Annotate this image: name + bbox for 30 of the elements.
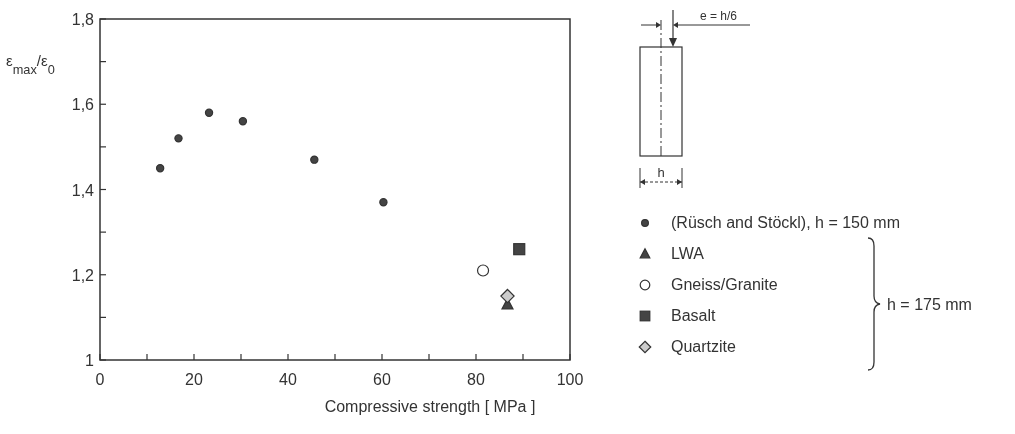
legend-label: Basalt — [671, 307, 717, 324]
text: h = 175 mm — [887, 296, 972, 313]
point — [238, 117, 248, 126]
x-tick-label: 100 — [556, 371, 584, 388]
x-axis-title: Compressive strength [ MPa ] — [324, 398, 536, 415]
x-tick-label: 80 — [467, 371, 485, 388]
y-axis-title: ε$_{max}$/ε$_{0}$ — [6, 52, 55, 77]
x-tick-label: 0 — [95, 371, 105, 388]
x-tick-label: 20 — [185, 371, 203, 388]
x-tick-label: 40 — [279, 371, 297, 388]
point — [174, 134, 183, 143]
point — [310, 155, 319, 164]
point — [204, 108, 214, 117]
point — [155, 163, 165, 173]
legend-label: Gneiss/Granite — [671, 276, 778, 293]
x-tick-label: 60 — [373, 371, 391, 388]
y-tick-label: 1,6 — [71, 96, 95, 114]
y-tick-label: 1,4 — [71, 181, 95, 199]
text: h — [657, 165, 665, 180]
y-tick-label: 1,2 — [71, 266, 95, 284]
point — [476, 264, 490, 277]
y-tick-label: 1 — [85, 352, 95, 369]
text: e = h/6 — [700, 9, 738, 23]
y-tick-label: 1,8 — [71, 11, 95, 28]
legend-label: Quartzite — [671, 338, 737, 355]
legend-label: LWA — [671, 245, 705, 262]
point — [379, 198, 388, 207]
point — [513, 243, 526, 256]
point — [500, 288, 515, 304]
legend-label: (Rüsch and Stöckl), h = 150 mm — [671, 214, 900, 231]
